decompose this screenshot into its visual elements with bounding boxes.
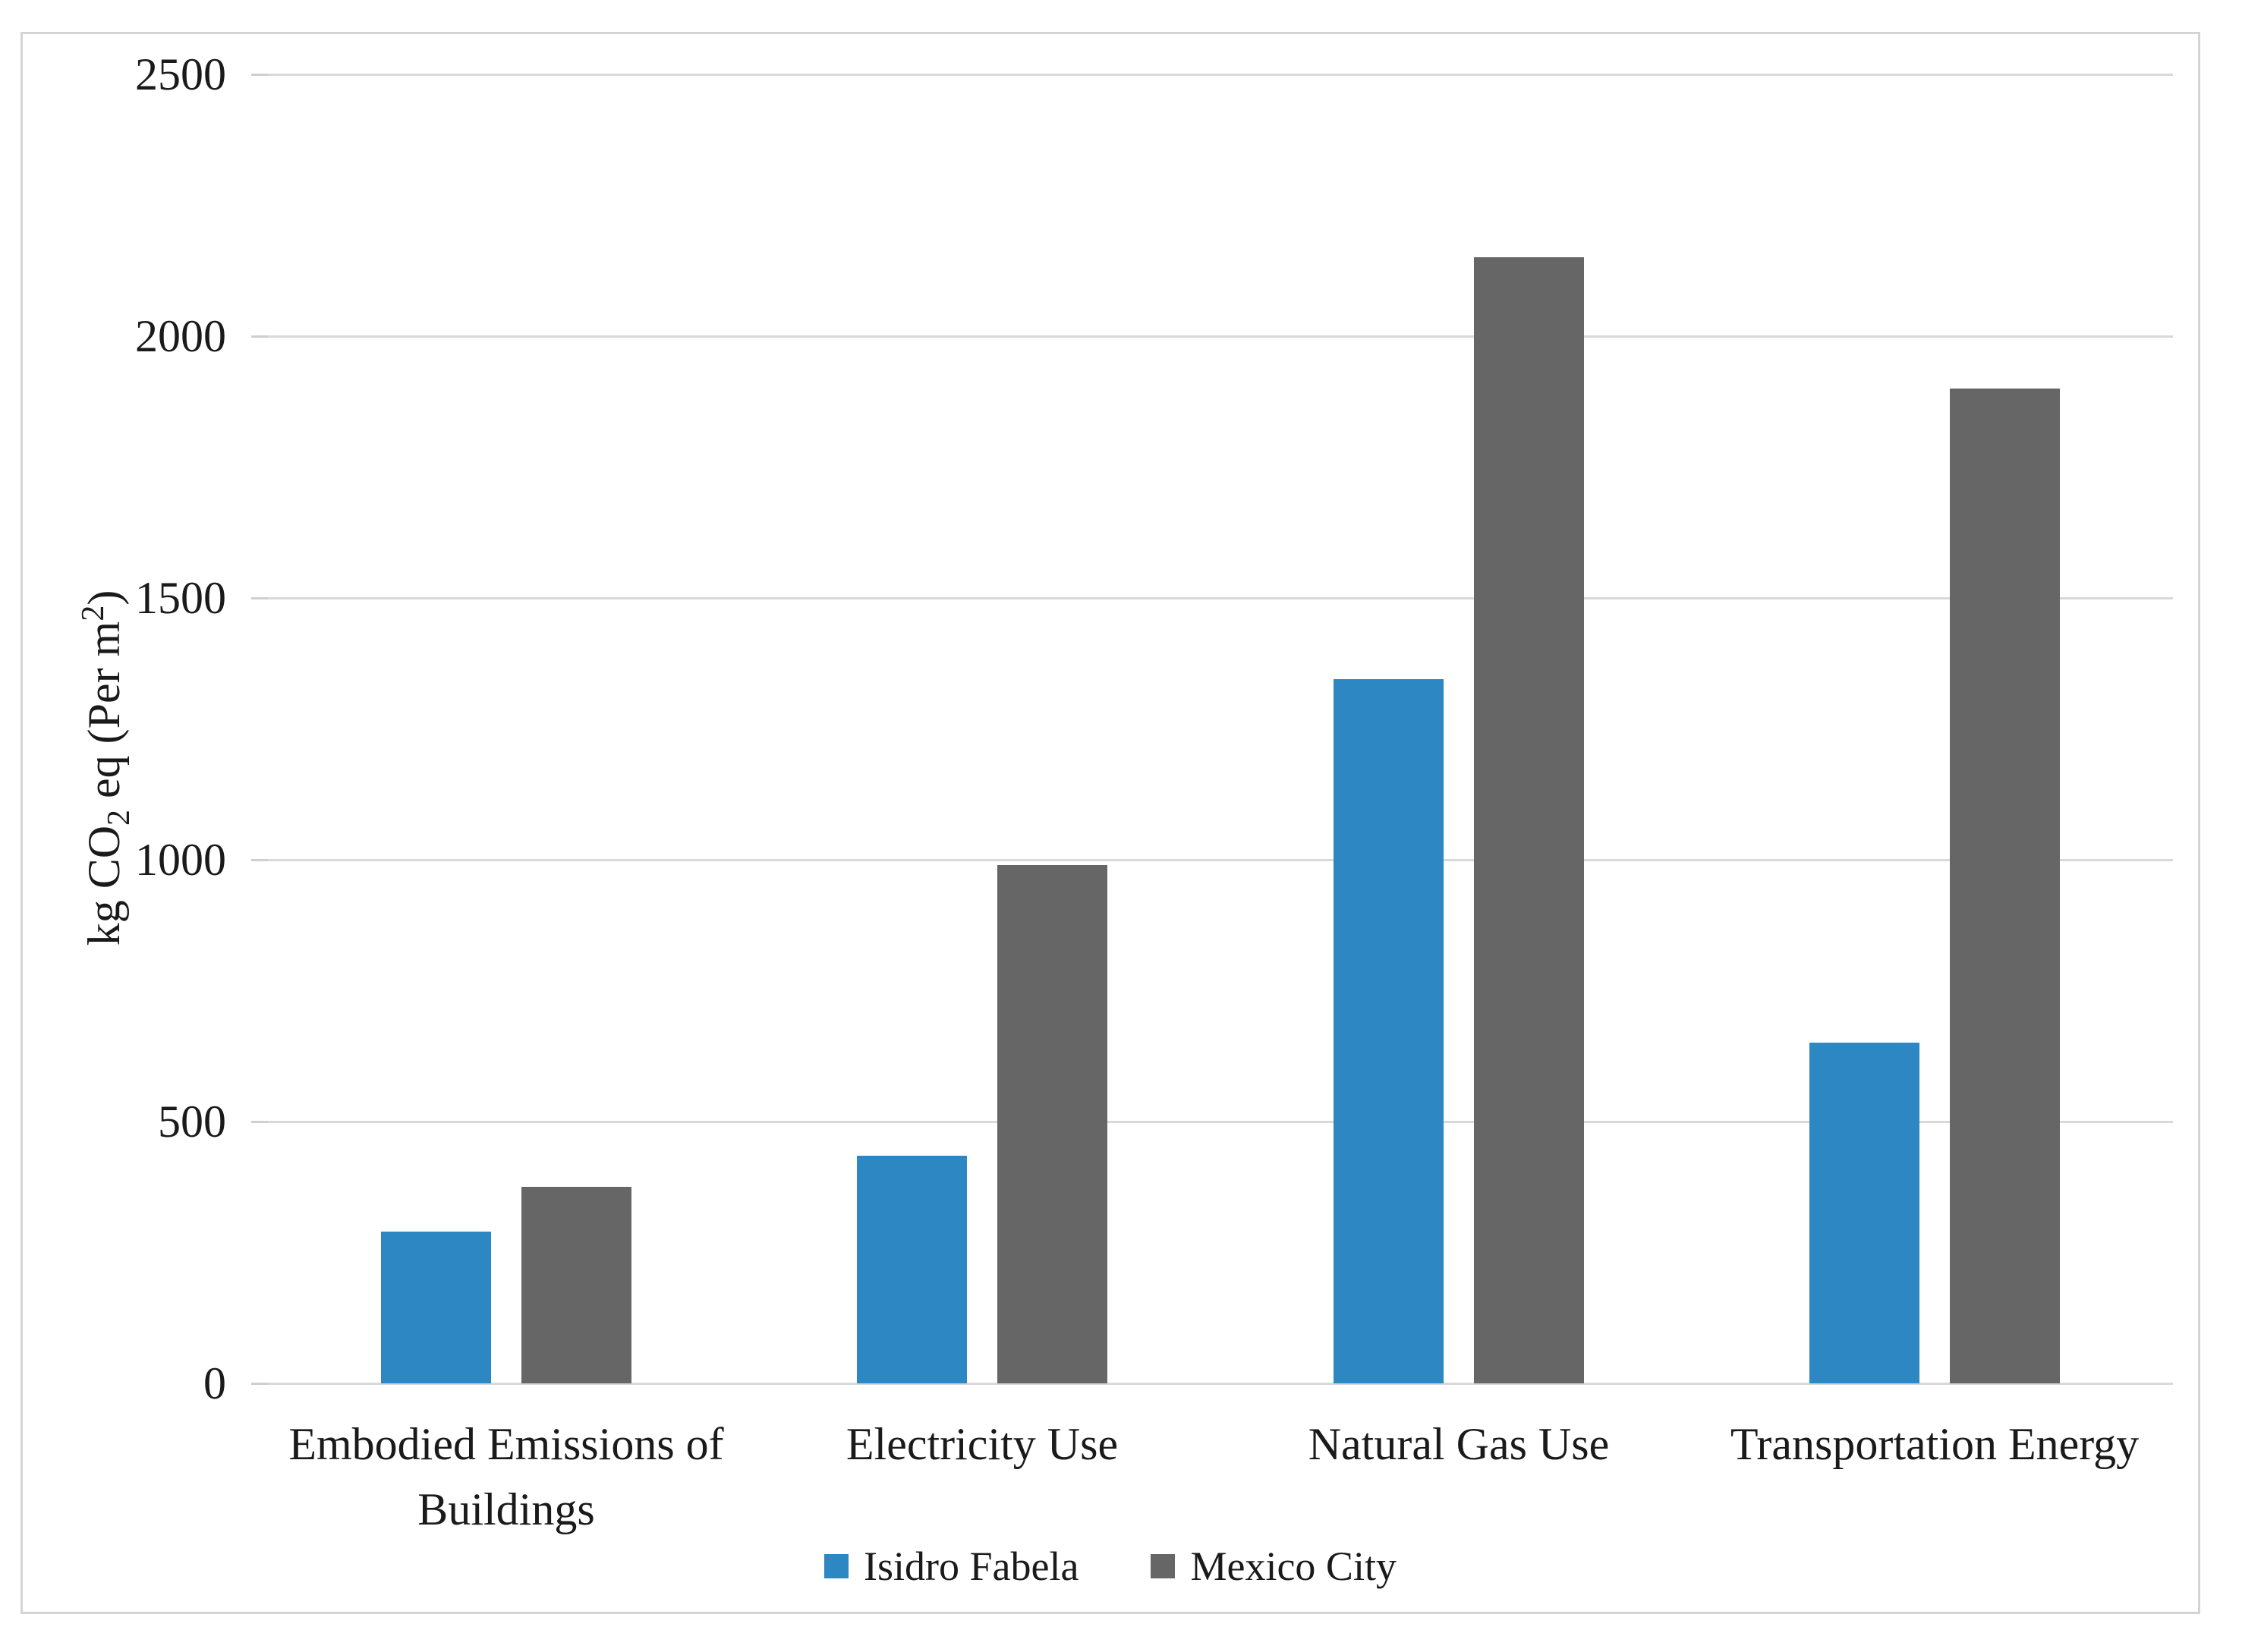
- category-label-1: Embodied Emissions of Buildings: [288, 1419, 724, 1534]
- bar-mexico-city-electricity-use: [997, 865, 1107, 1383]
- gridline-2500: [268, 73, 2173, 76]
- chart-frame: kg CO2 eq (Per m2) 0 500 1000 1500 2000 2500 …: [20, 32, 2200, 1614]
- category-label-3: Natural Gas Use: [1308, 1419, 1610, 1469]
- y-tick-label-1000: 1000: [135, 835, 226, 885]
- gridline-1500: [268, 596, 2173, 599]
- gridline-2000: [268, 335, 2173, 338]
- bar-isidro-fabela-natural-gas-use: [1334, 679, 1444, 1383]
- legend-item-isidro-fabela: Isidro Fabela: [824, 1543, 1079, 1590]
- gridline-500: [268, 1120, 2173, 1123]
- y-tick-mark-2000: [251, 335, 268, 338]
- y-tick-label-2000: 2000: [135, 311, 226, 361]
- category-label-2: Electricity Use: [846, 1419, 1119, 1469]
- plot-area: [268, 73, 2173, 1385]
- bar-isidro-fabela-transportation-energy: [1809, 1043, 1919, 1383]
- y-axis-title-text: eq (Per m: [79, 621, 129, 810]
- y-tick-mark-1000: [251, 858, 268, 861]
- y-tick-label-0: 0: [203, 1358, 226, 1408]
- legend-label-mexico-city: Mexico City: [1190, 1543, 1397, 1589]
- bar-mexico-city-natural-gas-use: [1474, 257, 1584, 1383]
- y-axis-title-subscript: 2: [102, 810, 137, 826]
- bar-mexico-city-transportation-energy: [1950, 389, 2060, 1383]
- legend: Isidro Fabela Mexico City: [23, 1543, 2198, 1590]
- bar-isidro-fabela-embodied-emissions-of-buildings: [381, 1232, 491, 1383]
- y-tick-mark-1500: [251, 596, 268, 599]
- y-tick-mark-2500: [251, 73, 268, 76]
- bar-isidro-fabela-electricity-use: [857, 1156, 967, 1383]
- bar-mexico-city-embodied-emissions-of-buildings: [521, 1187, 631, 1383]
- y-tick-label-2500: 2500: [135, 49, 226, 99]
- y-tick-mark-0: [251, 1382, 268, 1385]
- legend-swatch-mexico-city-icon: [1151, 1554, 1176, 1578]
- category-label-4: Transportation Energy: [1730, 1419, 2140, 1469]
- y-axis-title: kg CO2 eq (Per m2): [68, 590, 144, 946]
- gridline-0: [268, 1382, 2173, 1385]
- y-tick-label-1500: 1500: [135, 573, 226, 623]
- y-tick-mark-500: [251, 1120, 268, 1123]
- gridline-1000: [268, 858, 2173, 861]
- legend-swatch-isidro-fabela-icon: [824, 1554, 849, 1578]
- legend-label-isidro-fabela: Isidro Fabela: [864, 1543, 1079, 1589]
- y-tick-label-500: 500: [158, 1097, 226, 1147]
- legend-item-mexico-city: Mexico City: [1151, 1543, 1397, 1590]
